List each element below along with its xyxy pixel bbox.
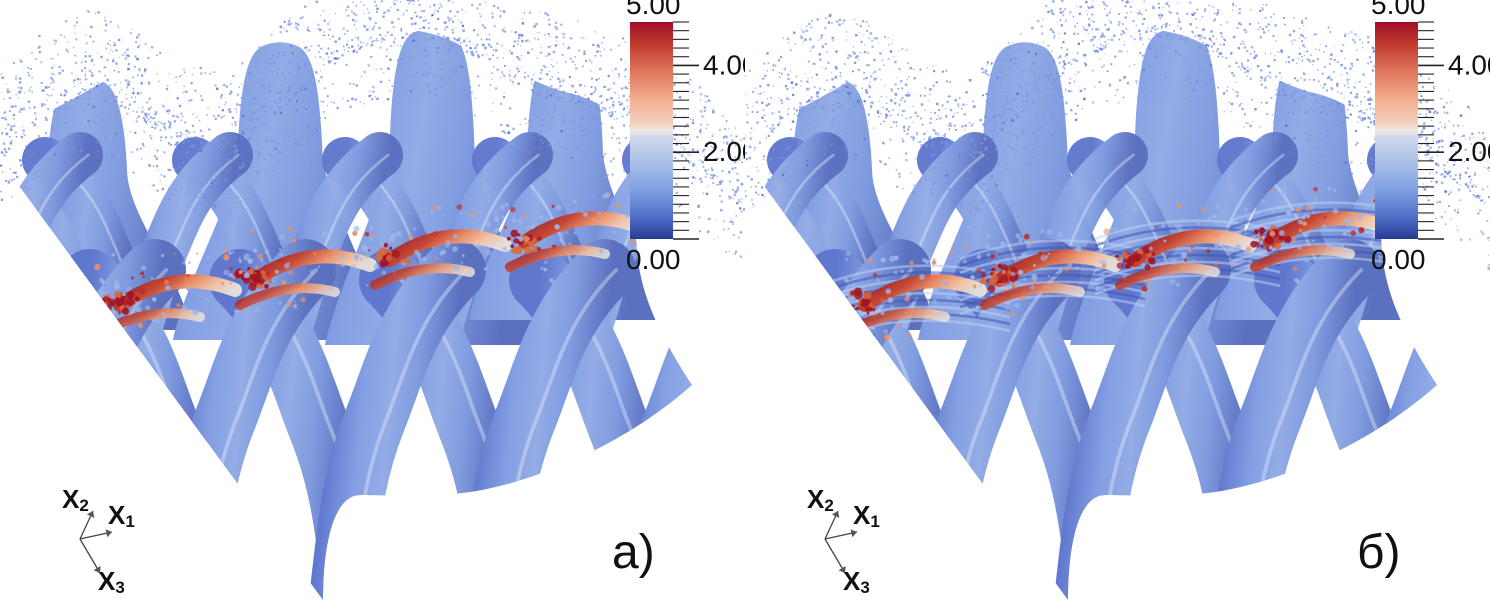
svg-text:2.00: 2.00: [703, 136, 745, 167]
svg-text:5.00: 5.00: [626, 0, 681, 20]
svg-text:0.00: 0.00: [626, 244, 681, 275]
svg-text:4.00: 4.00: [703, 49, 745, 80]
svg-text:a): a): [612, 526, 655, 579]
